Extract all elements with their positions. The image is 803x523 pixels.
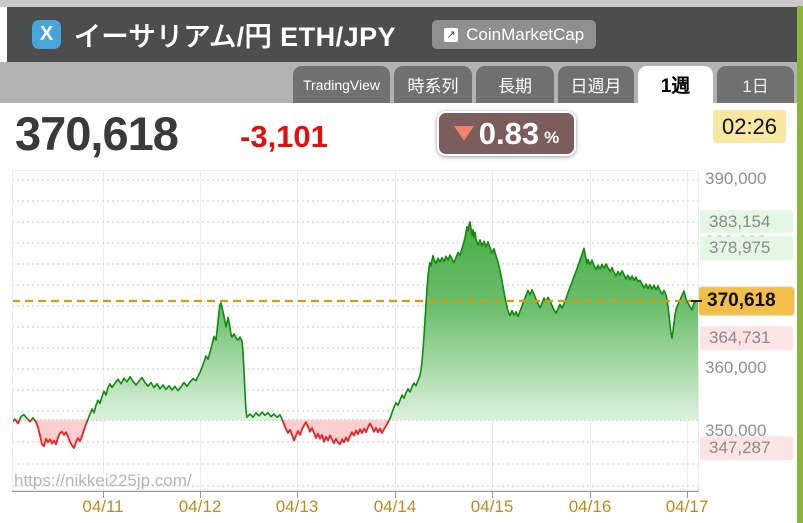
tab-bar: TradingView 時系列 長期 日週月 1週 1日 (0, 62, 797, 103)
x-axis-label: 04/16 (568, 497, 612, 516)
last-update-time: 02:26 (713, 110, 786, 143)
y-axis-label-plain: 350,000 (705, 421, 767, 441)
y-axis-label-high: 378,975 (700, 236, 793, 261)
percent-change-value: 0.83 (478, 115, 540, 151)
price-change: -3,101 (240, 119, 328, 154)
down-triangle-icon (453, 126, 474, 141)
coinmarketcap-label: CoinMarketCap (466, 24, 585, 44)
x-axis-label: 04/17 (665, 497, 709, 516)
price-line-up (12, 221, 699, 421)
y-axis-label-plain: 390,000 (705, 168, 767, 188)
area-above-baseline (12, 221, 698, 421)
watermark-url: https://nikkei225jp.com/ (14, 471, 192, 490)
x-axis: 04/11 04/12 04/13 04/14 04/15 04/16 04/17 (0, 492, 803, 523)
x-tick-mark (395, 492, 396, 498)
tab-1週[interactable]: 1週 (638, 66, 713, 103)
x-axis-label: 04/15 (470, 497, 514, 516)
tab-時系列[interactable]: 時系列 (394, 66, 472, 103)
current-price: 370,618 (15, 107, 179, 160)
coinmarketcap-link[interactable]: ↗ CoinMarketCap (432, 20, 597, 49)
x-axis-label: 04/14 (373, 497, 417, 516)
x-tick-mark (297, 492, 298, 498)
percent-change-badge: 0.83 % (437, 111, 576, 156)
page-title: イーサリアム/円 ETH/JPY (74, 22, 397, 52)
top-margin-strip (0, 0, 803, 7)
y-axis-label-high: 383,154 (700, 210, 793, 234)
x-tick-mark (590, 492, 591, 498)
tab-長期[interactable]: 長期 (476, 66, 554, 103)
tab-日週月[interactable]: 日週月 (558, 66, 634, 103)
x-tick-mark (200, 492, 201, 498)
percent-sign: % (544, 128, 560, 147)
price-chart[interactable] (12, 170, 699, 493)
x-axis-label: 04/11 (82, 497, 124, 516)
x-tick-mark (687, 492, 688, 498)
page-accent-border (797, 6, 803, 523)
y-axis-label-plain: 360,000 (705, 358, 767, 378)
y-axis-label-current: 370,618 (699, 287, 794, 315)
x-tick-mark (492, 492, 493, 498)
x-axis-label: 04/13 (275, 497, 319, 516)
area-below-baseline (12, 420, 390, 449)
tab-1日[interactable]: 1日 (717, 66, 794, 103)
price-chart-svg (12, 170, 699, 493)
x-twitter-share-button[interactable]: X (32, 20, 61, 49)
tab-TradingView[interactable]: TradingView (293, 66, 390, 103)
title-bar: X イーサリアム/円 ETH/JPY ↗ CoinMarketCap (7, 7, 797, 62)
x-tick-mark (103, 492, 104, 498)
chart-region: https://nikkei225jp.com/ 390,000 383,154 3… (0, 168, 803, 493)
y-axis-label-low: 347,287 (700, 436, 793, 460)
y-axis-label-low: 364,731 (700, 326, 793, 350)
x-twitter-icon: X (39, 23, 54, 45)
x-axis-label: 04/12 (178, 497, 222, 516)
quote-row: 370,618 -3,101 0.83 % 02:26 (0, 103, 803, 170)
current-price-connector (691, 300, 702, 302)
external-link-icon: ↗ (444, 27, 459, 42)
